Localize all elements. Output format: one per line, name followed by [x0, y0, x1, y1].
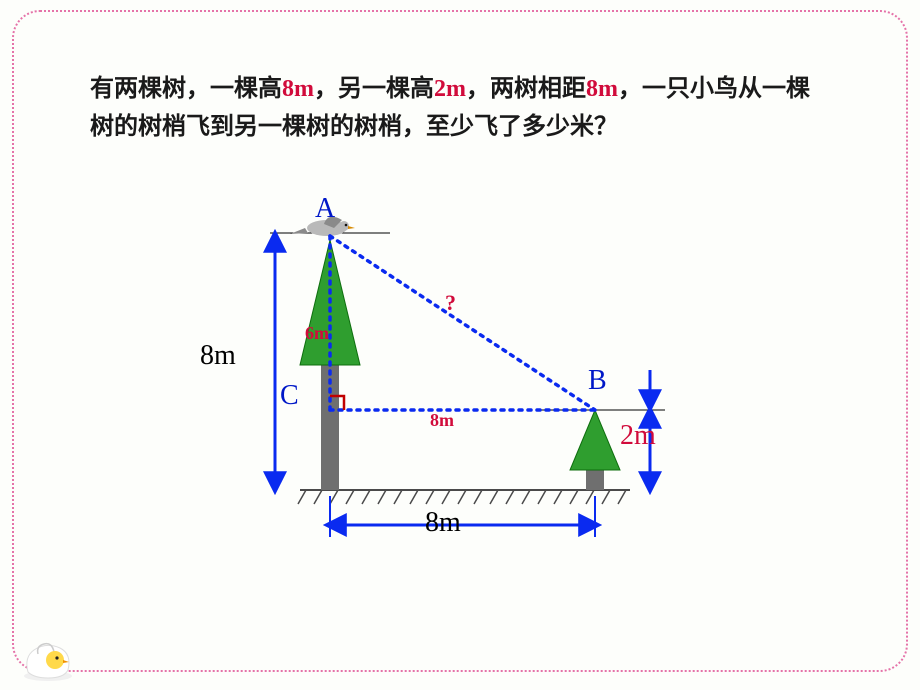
- diagram-container: A B C 8m 2m 8m 6m 8m ?: [210, 215, 680, 545]
- problem-text: 有两棵树，一棵高8m，另一棵高2m，两树相距8m，一只小鸟从一棵树的树梢飞到另一…: [90, 70, 830, 147]
- dim-2m: 2m: [620, 420, 656, 452]
- label-C: C: [280, 380, 299, 412]
- chick-decoration: [20, 632, 80, 682]
- dim-hyp: ?: [445, 290, 456, 316]
- dim-8m-horiz: 8m: [425, 507, 461, 539]
- label-B: B: [588, 365, 607, 397]
- dim-6m: 6m: [305, 323, 329, 344]
- dim-cb: 8m: [430, 410, 454, 431]
- dim-8m-tall: 8m: [200, 340, 236, 372]
- label-A: A: [315, 193, 335, 225]
